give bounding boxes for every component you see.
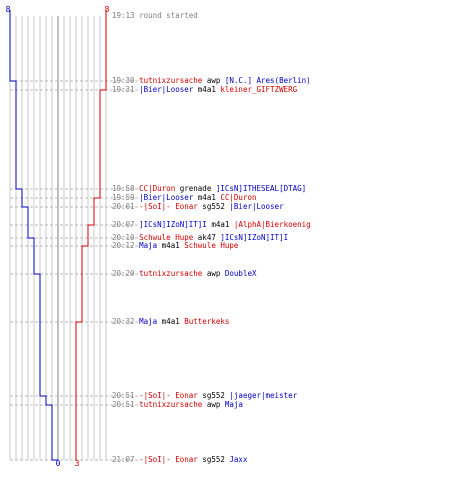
event-time: 21:07: [112, 455, 140, 464]
victim-name: Schwule Hupe: [184, 241, 239, 250]
victim-name: kleiner_GIFTZWERG: [220, 85, 298, 94]
event-row: 19:58 CC|Duron grenade ]ICsN]ITHESEAL[DT…: [112, 184, 306, 193]
killer-name: tutnixzursache: [139, 400, 203, 409]
event-row: 20:51 -|SoI|- Eonar sg552 |jaeger|meiste…: [112, 391, 297, 400]
event-time: 20:32: [112, 317, 140, 326]
event-text: round started: [139, 11, 198, 20]
weapon-name: m4a1: [157, 317, 185, 326]
event-row: 20:07 ]ICsN]IZoN]IT]I m4a1 |AlphA|Bierko…: [112, 220, 311, 229]
event-row: 20:32 Maja m4a1 Butterkeks: [112, 317, 229, 326]
weapon-name: ak47: [193, 233, 221, 242]
victim-name: ]ICsN]ITHESEAL[DTAG]: [215, 184, 307, 193]
victim-name: |AlphA|Bierkoenig: [233, 220, 311, 229]
weapon-name: sg552: [197, 455, 230, 464]
event-row: 20:20 tutnixzursache awp DoubleX: [112, 269, 257, 278]
event-row: 20:10 Schwule Hupe ak47 ]ICsN]IZoN]IT]I: [112, 233, 288, 242]
victim-name: |jaeger|meister: [229, 391, 298, 400]
blue-team-end-count: 0: [56, 459, 61, 468]
killer-name: Schwule Hupe: [139, 233, 194, 242]
victim-name: CC|Duron: [220, 193, 257, 202]
event-time: 19:31: [112, 85, 140, 94]
killer-name: -|SoI|- Eonar: [139, 455, 198, 464]
event-time: 20:51: [112, 391, 140, 400]
victim-name: DoubleX: [224, 269, 257, 278]
killer-name: CC|Duron: [139, 184, 176, 193]
victim-name: Butterkeks: [184, 317, 230, 326]
weapon-name: awp: [202, 400, 225, 409]
red-team-end-count: 3: [75, 459, 80, 468]
event-time: 20:10: [112, 233, 140, 242]
victim-name: Maja: [224, 400, 243, 409]
weapon-name: sg552: [197, 202, 230, 211]
killer-name: -|SoI|- Eonar: [139, 391, 198, 400]
event-row: 19:31 |Bier|Looser m4a1 kleiner_GIFTZWER…: [112, 85, 297, 94]
killer-name: |Bier|Looser: [139, 85, 194, 94]
event-row: 19:59 |Bier|Looser m4a1 CC|Duron: [112, 193, 257, 202]
weapon-name: m4a1: [206, 220, 234, 229]
event-row: 19:13 round started: [112, 11, 198, 20]
victim-name: [N.C.] Ares(Berlin): [224, 76, 311, 85]
weapon-name: m4a1: [193, 85, 221, 94]
event-row: 20:12 Maja m4a1 Schwule Hupe: [112, 241, 238, 250]
event-row: 20:01 -|SoI|- Eonar sg552 |Bier|Looser: [112, 202, 284, 211]
event-time: 20:07: [112, 220, 140, 229]
weapon-name: awp: [202, 76, 225, 85]
event-time: 19:13: [112, 11, 140, 20]
blue-team-start-count: 8: [6, 5, 11, 14]
event-time: 20:12: [112, 241, 140, 250]
event-time: 20:20: [112, 269, 140, 278]
blue-team-alive-line: [9, 10, 58, 461]
victim-name: |Bier|Looser: [229, 202, 284, 211]
killer-name: Maja: [139, 317, 158, 326]
killer-name: tutnixzursache: [139, 76, 203, 85]
event-time: 19:58: [112, 184, 140, 193]
weapon-name: m4a1: [157, 241, 185, 250]
event-time: 19:30: [112, 76, 140, 85]
weapon-name: sg552: [197, 391, 230, 400]
killer-name: Maja: [139, 241, 158, 250]
event-guide-lines: [10, 80, 138, 461]
event-time: 20:01: [112, 202, 140, 211]
weapon-name: m4a1: [193, 193, 221, 202]
victim-name: Jaxx: [229, 455, 248, 464]
red-team-start-count: 8: [105, 5, 110, 14]
weapon-name: grenade: [175, 184, 216, 193]
event-time: 19:59: [112, 193, 140, 202]
killer-name: |Bier|Looser: [139, 193, 194, 202]
killer-name: ]ICsN]IZoN]IT]I: [139, 220, 207, 229]
weapon-name: awp: [202, 269, 225, 278]
victim-name: ]ICsN]IZoN]IT]I: [220, 233, 289, 242]
red-team-alive-line: [75, 10, 107, 460]
killer-name: tutnixzursache: [139, 269, 203, 278]
killer-name: -|SoI|- Eonar: [139, 202, 198, 211]
event-time: 20:51: [112, 400, 140, 409]
event-row: 20:51 tutnixzursache awp Maja: [112, 400, 243, 409]
event-row: 19:30 tutnixzursache awp [N.C.] Ares(Ber…: [112, 76, 311, 85]
event-row: 21:07 -|SoI|- Eonar sg552 Jaxx: [112, 455, 247, 464]
